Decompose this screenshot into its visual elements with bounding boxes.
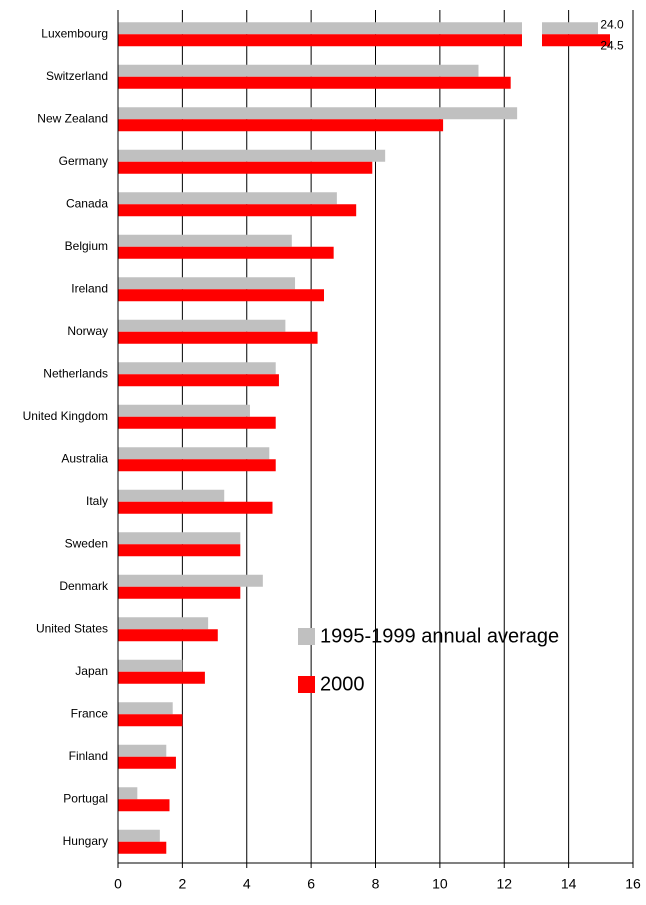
bar-segment xyxy=(542,34,610,47)
x-tick-label: 6 xyxy=(307,876,315,892)
legend-label: 1995-1999 annual average xyxy=(320,625,559,647)
bar xyxy=(118,501,273,514)
bar xyxy=(118,586,241,599)
legend-swatch xyxy=(298,628,315,645)
y-tick-label: United States xyxy=(36,621,108,635)
bar xyxy=(118,64,479,77)
y-tick-label: Switzerland xyxy=(46,69,108,83)
bar xyxy=(118,714,183,727)
bar xyxy=(118,331,318,344)
x-tick-label: 4 xyxy=(243,876,251,892)
bar xyxy=(118,204,357,217)
y-tick-label: Australia xyxy=(61,451,108,465)
bar xyxy=(118,799,170,812)
x-tick-label: 0 xyxy=(114,876,122,892)
bar xyxy=(118,107,518,120)
y-tick-label: Italy xyxy=(86,494,108,508)
legend-swatch xyxy=(298,676,315,693)
bar xyxy=(118,277,296,290)
bar-segment xyxy=(542,22,598,35)
bar xyxy=(118,829,160,842)
bar xyxy=(118,234,292,247)
bar xyxy=(118,756,176,769)
bar xyxy=(118,246,334,259)
y-tick-label: Germany xyxy=(59,154,108,168)
bar xyxy=(118,289,324,302)
y-tick-label: Ireland xyxy=(71,281,108,295)
x-tick-label: 10 xyxy=(432,876,448,892)
bar xyxy=(118,617,209,630)
y-tick-label: Norway xyxy=(67,324,108,338)
x-tick-label: 2 xyxy=(178,876,186,892)
broken-bar xyxy=(118,22,598,35)
y-tick-label: Sweden xyxy=(65,536,108,550)
y-tick-label: Luxembourg xyxy=(41,26,108,40)
bar-segment xyxy=(118,34,522,47)
bar xyxy=(118,119,444,132)
broken-bar xyxy=(118,34,610,47)
bar xyxy=(118,404,250,417)
y-tick-label: France xyxy=(71,706,109,720)
bar xyxy=(118,629,218,642)
x-tick-label: 16 xyxy=(625,876,641,892)
bar xyxy=(118,192,337,205)
bar xyxy=(118,416,276,429)
y-tick-label: New Zealand xyxy=(37,111,108,125)
bar-segment xyxy=(118,22,522,35)
bar xyxy=(118,841,167,854)
bar xyxy=(118,362,276,375)
legend-label: 2000 xyxy=(320,673,365,695)
y-tick-label: Finland xyxy=(69,749,108,763)
y-tick-label: Canada xyxy=(66,196,108,210)
y-tick-label: Portugal xyxy=(63,791,108,805)
bar xyxy=(118,702,173,715)
value-label: 24.0 xyxy=(600,17,624,31)
bar xyxy=(118,744,167,757)
y-tick-label: Denmark xyxy=(59,579,109,593)
value-label: 24.5 xyxy=(600,38,624,52)
bar xyxy=(118,532,241,545)
y-tick-label: Belgium xyxy=(65,239,108,253)
y-tick-label: United Kingdom xyxy=(23,409,108,423)
bar xyxy=(118,149,386,162)
y-tick-label: Japan xyxy=(75,664,108,678)
bar xyxy=(118,319,286,332)
bar xyxy=(118,544,241,557)
bar xyxy=(118,161,373,174)
x-tick-label: 14 xyxy=(561,876,577,892)
x-tick-label: 12 xyxy=(496,876,512,892)
x-tick-label: 8 xyxy=(372,876,380,892)
bar xyxy=(118,659,183,672)
bar xyxy=(118,459,276,472)
y-tick-label: Netherlands xyxy=(43,366,108,380)
y-tick-label: Hungary xyxy=(63,834,108,848)
bar xyxy=(118,489,225,502)
bar xyxy=(118,787,138,800)
bar xyxy=(118,671,205,684)
bar xyxy=(118,374,279,387)
bar xyxy=(118,76,511,89)
bar xyxy=(118,574,263,587)
bar xyxy=(118,447,270,460)
